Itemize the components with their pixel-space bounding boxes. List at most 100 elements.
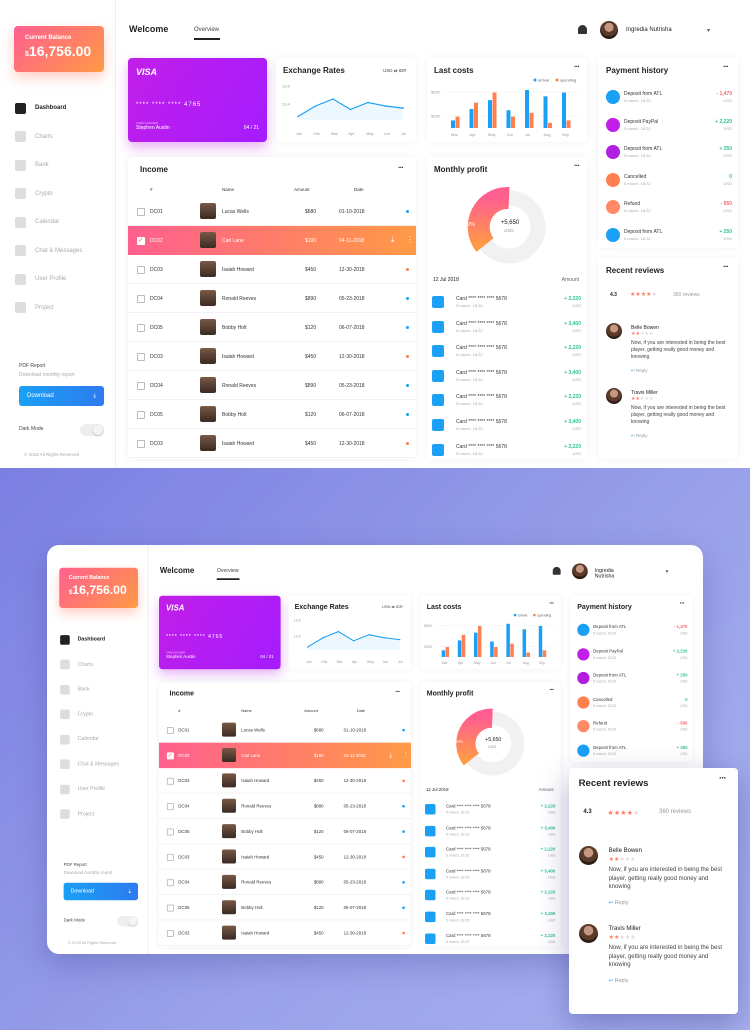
user-name[interactable]: Ingredia Nutrisha: [594, 568, 615, 580]
reply-button[interactable]: ↩ Reply: [631, 368, 648, 373]
sidebar-item-charts[interactable]: Charts: [15, 123, 111, 152]
row-checkbox[interactable]: [137, 353, 145, 361]
table-row[interactable]: DC01 Lucas Wells $680 01-10-2018: [159, 717, 411, 743]
payment-item[interactable]: Deposit from ATL 5 march, 18:32 + 250 USD: [604, 224, 734, 251]
bell-icon[interactable]: [578, 25, 587, 34]
row-checkbox[interactable]: [166, 904, 174, 912]
more-icon[interactable]: ···: [395, 687, 400, 696]
reply-button[interactable]: ↩ Reply: [631, 433, 648, 438]
more-icon[interactable]: ···: [549, 685, 554, 694]
table-row[interactable]: DC04 Ronald Reeves $890 05-23-2018: [159, 794, 411, 819]
table-row[interactable]: DC02 Carl Lane $190 04-11-2018 ⤓ ⋮: [159, 742, 411, 769]
row-checkbox[interactable]: [166, 803, 174, 811]
more-icon[interactable]: ···: [398, 163, 404, 172]
more-icon[interactable]: ···: [574, 62, 580, 71]
sidebar-item-bank[interactable]: Bank: [60, 677, 144, 702]
row-checkbox[interactable]: [137, 324, 145, 332]
payment-item[interactable]: Cancelled 5 march, 18:32 0 USD: [576, 692, 690, 716]
payment-item[interactable]: Refund 5 march, 18:32 - 550 USD: [576, 717, 690, 741]
row-checkbox[interactable]: [137, 382, 145, 390]
tab-overview[interactable]: Overview: [216, 568, 240, 580]
row-checkbox[interactable]: [137, 411, 145, 419]
table-row[interactable]: DC03 Isaiah Howard $450 12-30-2018: [128, 342, 416, 371]
more-icon[interactable]: ···: [723, 262, 729, 271]
list-item[interactable]: Card **** **** **** 5678 5 march, 18:32 + …: [423, 801, 559, 823]
tab-overview[interactable]: Overview: [194, 27, 221, 40]
row-checkbox[interactable]: [166, 828, 174, 836]
list-item[interactable]: Card **** **** **** 5678 5 march, 18:32 + …: [430, 415, 585, 440]
table-row[interactable]: DC03 Isaiah Howard $450 12-30-2018: [159, 844, 411, 870]
list-item[interactable]: Card **** **** **** 5678 5 march, 18:32 + …: [430, 390, 585, 415]
table-row[interactable]: DC04 Ronald Reeves $890 05-23-2018: [128, 284, 416, 313]
table-row[interactable]: DC05 Bobby Holt $120 06-07-2018: [159, 895, 411, 921]
table-row[interactable]: DC03 Isaiah Howard $450 12-30-2018: [159, 768, 411, 794]
row-checkbox[interactable]: [166, 777, 174, 785]
table-row[interactable]: DC04 Ronald Reeves $890 05-23-2018: [128, 371, 416, 400]
download-button[interactable]: Download ⤓: [63, 882, 138, 901]
table-row[interactable]: DC03 Isaiah Howard $450 12-30-2018: [159, 920, 411, 946]
payment-item[interactable]: Deposit from ATL 5 march, 18:32 + 250 USD: [576, 668, 690, 692]
row-checkbox[interactable]: [166, 727, 174, 734]
table-row[interactable]: DC01 Lucas Wells $680 01-10-2018: [128, 197, 416, 226]
row-checkbox[interactable]: [137, 208, 145, 216]
row-checkbox[interactable]: [166, 853, 174, 861]
chevron-down-icon[interactable]: ▾: [665, 569, 669, 575]
download-button[interactable]: Download ⤓: [19, 386, 104, 406]
table-row[interactable]: DC05 Bobby Holt $120 06-07-2018: [128, 400, 416, 429]
sidebar-item-dashboard[interactable]: Dashboard: [15, 94, 111, 123]
sidebar-item-bank[interactable]: Bank: [15, 151, 111, 180]
row-checkbox[interactable]: [166, 879, 174, 887]
table-row[interactable]: DC05 Bobby Holt $120 06-07-2018: [159, 819, 411, 845]
row-checkbox[interactable]: [137, 440, 145, 448]
download-icon[interactable]: ⤓: [389, 750, 393, 759]
more-vertical-icon[interactable]: ⋮: [402, 750, 410, 759]
sidebar-item-calendar[interactable]: Calendar: [60, 727, 144, 752]
list-item[interactable]: Card **** **** **** 5678 5 march, 18:32 + …: [423, 844, 559, 866]
currency-pair[interactable]: USD ⇄ IDR: [383, 68, 407, 73]
payment-item[interactable]: Deposit from ATL 5 march, 18:32 - 1,470 USD: [576, 620, 690, 644]
table-row[interactable]: DC03 Isaiah Howard $450 12-30-2018: [128, 429, 416, 458]
payment-item[interactable]: Deposit from ATL 5 march, 18:32 + 250 USD: [576, 741, 690, 765]
more-vertical-icon[interactable]: ⋮: [406, 235, 414, 244]
currency-pair[interactable]: USD ⇄ IDR: [382, 604, 403, 609]
row-checkbox[interactable]: [166, 930, 174, 937]
reply-button[interactable]: ↩ Reply: [608, 900, 629, 906]
sidebar-item-calendar[interactable]: Calendar: [15, 208, 111, 237]
row-checkbox[interactable]: [166, 752, 174, 760]
avatar[interactable]: [600, 21, 618, 39]
row-checkbox[interactable]: [137, 295, 145, 303]
sidebar-item-chat-messages[interactable]: Chat & Messages: [60, 752, 144, 777]
more-icon[interactable]: ···: [723, 62, 729, 71]
download-icon[interactable]: ⤓: [391, 235, 395, 244]
bell-icon[interactable]: [552, 566, 561, 575]
row-checkbox[interactable]: [137, 236, 145, 245]
list-item[interactable]: Card **** **** **** 5678 5 march, 18:32 + …: [423, 887, 559, 909]
payment-item[interactable]: Deposit from ATL 5 march, 18:32 + 250 USD: [604, 141, 734, 168]
sidebar-item-charts[interactable]: Charts: [60, 652, 144, 677]
user-name[interactable]: Ingredia Nutrisha: [626, 27, 672, 33]
list-item[interactable]: Card **** **** **** 5678 5 march, 18:32 + …: [430, 440, 585, 465]
sidebar-item-chat-messages[interactable]: Chat & Messages: [15, 237, 111, 266]
table-row[interactable]: DC04 Ronald Reeves $890 05-23-2018: [159, 870, 411, 895]
table-row[interactable]: DC02 Carl Lane $190 04-11-2018 ⤓ ⋮: [128, 226, 416, 255]
payment-item[interactable]: Deposit PayPal 5 march, 18:32 + 2,220 USD: [604, 114, 734, 141]
sidebar-item-project[interactable]: Project: [15, 294, 111, 323]
table-row[interactable]: DC05 Bobby Holt $120 06-07-2018: [128, 313, 416, 342]
sidebar-item-user-profile[interactable]: User Profile: [15, 265, 111, 294]
reply-button[interactable]: ↩ Reply: [608, 978, 629, 984]
sidebar-item-dashboard[interactable]: Dashboard: [60, 627, 144, 652]
payment-item[interactable]: Cancelled 5 march, 18:32 0 USD: [604, 169, 734, 196]
table-row[interactable]: DC03 Isaiah Howard $450 12-30-2018: [128, 255, 416, 284]
list-item[interactable]: Card **** **** **** 5678 5 march, 18:32 + …: [423, 822, 559, 844]
payment-item[interactable]: Deposit PayPal 5 march, 18:32 + 2,220 USD: [576, 644, 690, 668]
payment-item[interactable]: Deposit from ATL 5 march, 18:32 - 1,470 USD: [604, 86, 734, 113]
sidebar-item-user-profile[interactable]: User Profile: [60, 777, 144, 802]
chevron-down-icon[interactable]: ▾: [707, 28, 711, 34]
more-icon[interactable]: ···: [574, 161, 580, 170]
dark-mode-toggle[interactable]: [80, 424, 104, 436]
visa-card[interactable]: VISA **** **** **** 4765 CARD HOLDER Ste…: [128, 58, 267, 142]
more-icon[interactable]: ···: [719, 772, 727, 784]
visa-card[interactable]: VISA **** **** **** 4765 CARD HOLDER Ste…: [159, 595, 281, 670]
sidebar-item-project[interactable]: Project: [60, 802, 144, 827]
payment-item[interactable]: Refund 5 march, 18:32 - 550 USD: [604, 196, 734, 223]
